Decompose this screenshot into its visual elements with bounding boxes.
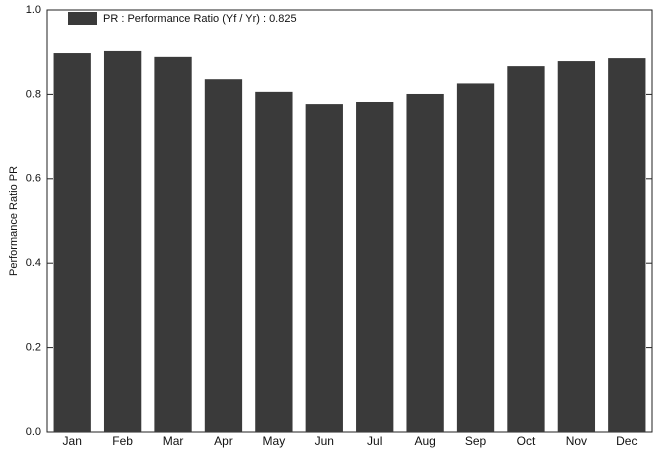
x-tick-label: Sep [465, 434, 487, 448]
bar [608, 58, 646, 432]
legend-label: PR : Performance Ratio (Yf / Yr) : 0.825 [103, 13, 297, 25]
y-tick-label: 0.8 [26, 88, 41, 100]
y-tick-label: 0.6 [26, 173, 41, 185]
x-tick-label: Aug [414, 434, 435, 448]
bar [204, 79, 243, 432]
bar [103, 50, 142, 433]
y-tick-label: 0.2 [26, 342, 41, 354]
bar [557, 61, 596, 432]
y-axis-label: Performance Ratio PR [8, 166, 20, 276]
y-tick-label: 0.4 [26, 257, 41, 269]
bar [507, 66, 545, 432]
y-tick-label: 0.0 [26, 426, 41, 438]
x-tick-label: Apr [214, 434, 233, 448]
x-tick-label: May [263, 434, 286, 448]
x-tick-label: Jun [315, 434, 334, 448]
bar [154, 56, 192, 432]
bar [356, 101, 394, 432]
x-tick-label: Oct [517, 434, 536, 448]
x-tick-label: Mar [163, 434, 184, 448]
plot-frame [46, 9, 653, 433]
x-tick-label: Nov [566, 434, 587, 448]
bar [406, 93, 444, 432]
legend-swatch [68, 12, 97, 25]
bar [305, 104, 343, 432]
bar [456, 83, 495, 432]
x-tick-label: Jul [367, 434, 382, 448]
y-tick-label: 1.0 [26, 4, 41, 16]
bar [53, 53, 91, 432]
x-tick-label: Dec [616, 434, 637, 448]
x-tick-label: Jan [63, 434, 82, 448]
bar [255, 91, 293, 433]
x-tick-label: Feb [112, 434, 133, 448]
